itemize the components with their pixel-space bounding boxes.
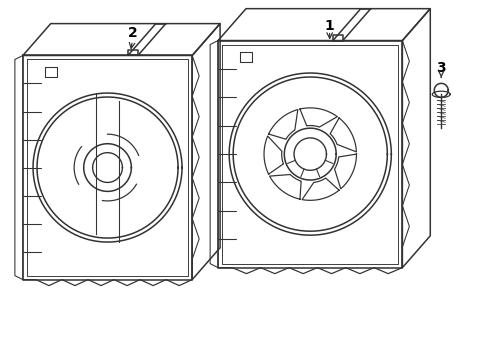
Text: 1: 1 bbox=[325, 19, 335, 33]
Polygon shape bbox=[302, 178, 339, 200]
Polygon shape bbox=[300, 108, 337, 127]
Polygon shape bbox=[269, 109, 298, 139]
Text: 2: 2 bbox=[127, 26, 137, 40]
Text: 3: 3 bbox=[437, 62, 446, 76]
Polygon shape bbox=[335, 154, 356, 189]
Polygon shape bbox=[270, 175, 301, 199]
Polygon shape bbox=[330, 118, 356, 152]
Polygon shape bbox=[264, 136, 283, 174]
